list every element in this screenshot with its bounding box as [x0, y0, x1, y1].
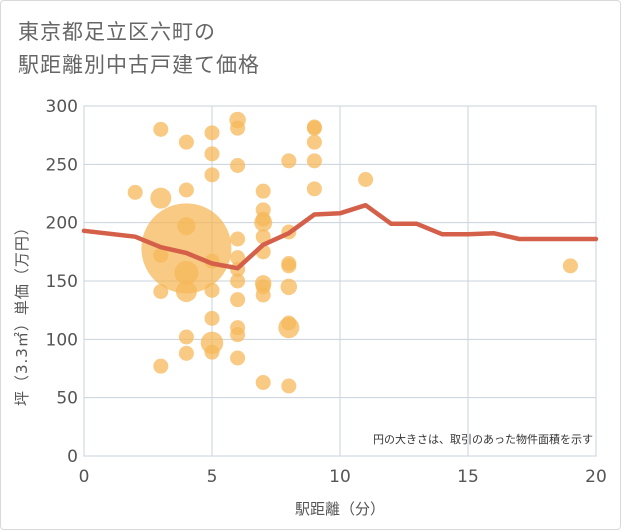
scatter-point	[281, 258, 297, 274]
scatter-point	[230, 327, 246, 343]
scatter-point	[230, 292, 246, 308]
scatter-point	[178, 134, 194, 150]
scatter-point	[306, 120, 322, 136]
scatter-point	[255, 375, 271, 390]
x-tick-label: 5	[207, 467, 218, 487]
scatter-point	[562, 258, 578, 274]
scatter-point	[255, 287, 271, 303]
grid-layer	[83, 105, 597, 457]
scatter-point	[204, 310, 220, 326]
scatter-point	[358, 172, 374, 187]
scatter-point	[141, 203, 232, 294]
scatter-point	[230, 120, 246, 136]
scatter-point	[204, 344, 220, 360]
scatter-point	[150, 187, 172, 209]
scatter-point	[230, 158, 246, 173]
scatter-point	[174, 260, 199, 285]
scatter-point	[178, 182, 194, 198]
scatter-point	[178, 329, 194, 345]
scatter-point	[230, 250, 246, 266]
scatter-point	[230, 350, 246, 366]
scatter-point	[230, 273, 246, 289]
scatter-point	[153, 247, 169, 263]
scatter-point	[255, 183, 271, 199]
scatter-point	[153, 284, 169, 299]
scatter-point	[204, 282, 220, 298]
scatter-point	[204, 167, 220, 183]
scatter-point	[153, 121, 169, 137]
scatter-point	[178, 345, 194, 361]
chart-title: 東京都足立区六町の 駅距離別中古戸建て価格	[18, 16, 260, 82]
scatter-point	[204, 146, 220, 162]
x-axis-label: 駅距離（分）	[295, 500, 385, 518]
y-tick-label: 100	[46, 330, 78, 350]
y-tick-label: 200	[46, 214, 78, 234]
x-tick-label: 0	[79, 467, 90, 487]
y-tick-label: 0	[67, 447, 78, 467]
scatter-point	[306, 181, 322, 197]
y-tick-label: 250	[46, 155, 78, 175]
scatter-point	[175, 281, 197, 302]
axis-layer: 0 50 100 150 200 250 300 0 5 10 15 20 駅距離（分） 円の大きさは、取…	[46, 97, 607, 518]
scatter-point	[306, 134, 322, 150]
scatter-point	[230, 231, 246, 247]
x-tick-label: 10	[329, 467, 351, 487]
scatter-point	[281, 153, 297, 169]
y-tick-label: 300	[46, 97, 78, 117]
trend-line-layer	[81, 202, 599, 271]
scatter-point	[255, 229, 271, 245]
scatter-point	[127, 184, 143, 200]
scatter-point	[306, 153, 322, 169]
chart-title-line-2: 駅距離別中古戸建て価格	[18, 53, 260, 77]
bubble-layer	[127, 111, 578, 394]
size-annotation: 円の大きさは、取引のあった物件面積を示す	[373, 432, 593, 446]
chart-title-line-1: 東京都足立区六町の	[18, 20, 216, 44]
scatter-point	[281, 378, 297, 394]
scatter-point	[177, 217, 196, 236]
trend-line	[81, 202, 599, 271]
y-tick-label: 50	[56, 389, 78, 409]
x-tick-label: 15	[457, 467, 479, 487]
x-tick-label: 20	[585, 467, 607, 487]
scatter-point	[281, 315, 297, 331]
scatter-point	[153, 358, 169, 374]
scatter-point	[204, 125, 220, 141]
y-tick-label: 150	[46, 272, 78, 292]
scatter-point	[255, 211, 271, 227]
scatter-point	[280, 278, 298, 296]
